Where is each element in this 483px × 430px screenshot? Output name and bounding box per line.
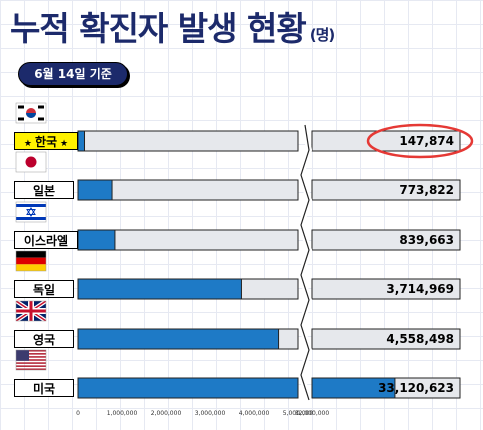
red-stripe — [16, 368, 46, 370]
flag-border — [15, 349, 47, 371]
data-label: 773,822 — [399, 183, 454, 197]
bar-layer — [77, 123, 474, 399]
korea-flag — [15, 102, 47, 124]
flag-body — [16, 103, 46, 123]
date-badge: 6월 14일 기준 — [18, 62, 128, 86]
bar-track — [311, 328, 461, 350]
israel-flag — [15, 201, 47, 223]
uk-flag — [15, 300, 47, 322]
data-label: 839,663 — [399, 233, 454, 247]
axis-break-layer — [297, 124, 313, 401]
red-stripe — [16, 362, 46, 364]
blue-stripe — [16, 217, 46, 220]
bar-미국 — [77, 377, 299, 399]
flag-border — [15, 151, 47, 173]
tick-label: 2,000,000 — [150, 410, 182, 417]
flag-layer — [15, 102, 47, 371]
red-stripe — [16, 365, 46, 367]
bar-track — [311, 278, 461, 300]
star-icon: ★ — [23, 139, 32, 149]
trigram — [18, 105, 24, 109]
tick-label: 32,000,000 — [294, 410, 330, 417]
red-stripe — [16, 356, 46, 358]
tick-label: 3,000,000 — [194, 410, 226, 417]
trigram — [18, 117, 24, 121]
flag-body — [16, 152, 46, 172]
flag-border — [15, 250, 47, 272]
tick-label: 0 — [76, 410, 80, 417]
category-label: 일본 — [14, 181, 74, 199]
flag-body — [16, 251, 46, 271]
black-band — [16, 251, 46, 258]
bar-독일 — [77, 278, 242, 300]
highlight-circle — [366, 123, 474, 159]
page-title: 누적 확진자 발생 현황 (명) — [10, 2, 335, 50]
trigram — [38, 105, 44, 109]
bar-track — [311, 229, 461, 251]
flag-body — [16, 350, 46, 370]
flag-border — [15, 300, 47, 322]
tick-label: 1,000,000 — [106, 410, 138, 417]
flag-body — [16, 202, 46, 222]
flag-body — [16, 301, 46, 321]
category-label: 독일 — [14, 280, 74, 298]
bar-이스라엘 — [77, 229, 116, 251]
japan-flag — [15, 151, 47, 173]
category-label: ★ 한국 ★ — [14, 132, 78, 150]
red-stripe — [16, 353, 46, 355]
star-down — [26, 209, 36, 217]
category-text: 한국 — [34, 135, 58, 149]
tick-label: 5,000,000 — [282, 410, 314, 417]
canton — [16, 350, 29, 361]
tick-label: 4,000,000 — [238, 410, 270, 417]
red-disc — [25, 156, 37, 168]
axis-break-line — [300, 124, 310, 401]
data-label: 33,120,623 — [378, 381, 454, 395]
blue-stripe — [16, 204, 46, 207]
taegeuk-blue — [26, 113, 36, 118]
bar-track — [77, 130, 299, 152]
germany-flag — [15, 250, 47, 272]
usa-flag — [15, 349, 47, 371]
category-label: 이스라엘 — [14, 231, 78, 249]
bar-track — [311, 130, 461, 152]
title-unit: (명) — [309, 26, 335, 44]
red-stripe — [16, 359, 46, 361]
red-cross-h — [16, 309, 46, 313]
data-label: 3,714,969 — [386, 282, 454, 296]
title-text: 누적 확진자 발생 현황 — [10, 9, 307, 48]
data-label: 4,558,498 — [386, 332, 454, 346]
bar-미국-extension — [311, 377, 396, 399]
bar-한국 — [77, 130, 86, 152]
gold-band — [16, 264, 46, 271]
flag-border — [15, 102, 47, 124]
star-up — [26, 207, 36, 215]
red-stripe — [16, 350, 46, 352]
trigram — [38, 117, 44, 121]
bar-영국 — [77, 328, 280, 350]
flag-border — [15, 201, 47, 223]
star-icon: ★ — [60, 139, 69, 149]
data-label: 147,874 — [399, 134, 454, 148]
bar-일본 — [77, 179, 113, 201]
category-label: 미국 — [14, 379, 74, 397]
category-label: 영국 — [14, 330, 74, 348]
bar-track — [311, 179, 461, 201]
red-band — [16, 257, 46, 265]
